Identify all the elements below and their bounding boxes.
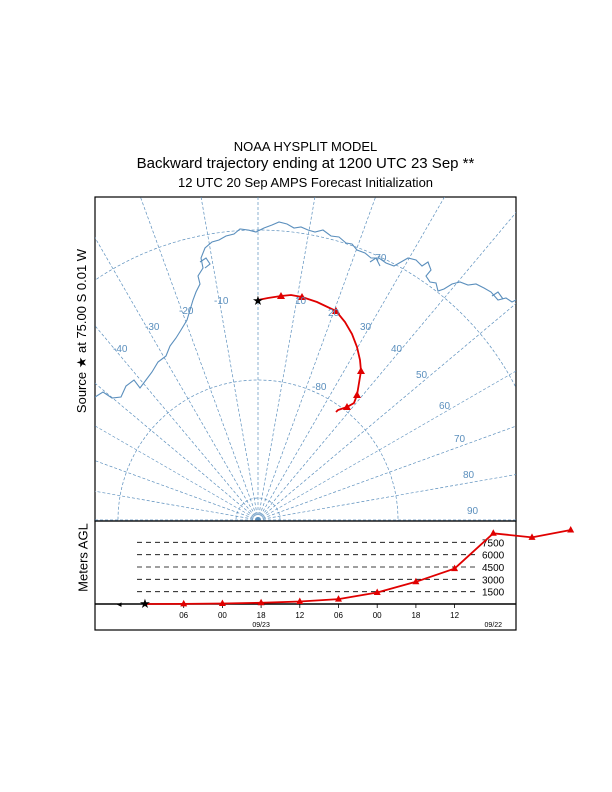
lon-label: 90 <box>467 506 479 517</box>
height-point <box>528 533 536 540</box>
x-date-label: 09/23 <box>252 622 270 629</box>
lat-label: -80 <box>312 382 327 393</box>
y-tick-label: 1500 <box>482 588 505 599</box>
meridian-line <box>257 197 316 521</box>
height-series-markers <box>180 526 575 607</box>
time-arrow-icon: ◂ <box>117 599 122 609</box>
height-point <box>180 599 188 607</box>
lon-label: 30 <box>360 322 372 333</box>
trajectory-markers <box>277 292 365 410</box>
coastline <box>95 221 516 399</box>
meridian-line <box>95 490 259 521</box>
height-point <box>489 529 497 536</box>
lat-lon-grid <box>95 197 516 521</box>
meridian-line <box>140 197 259 521</box>
meridian-line <box>257 197 445 521</box>
lon-label: 50 <box>416 370 428 381</box>
chart-subtitle: 12 UTC 20 Sep AMPS Forecast Initializati… <box>177 175 434 190</box>
time-axis: 06 00 18 12 06 00 18 12 09/23 09/22 ◂ <box>117 599 502 629</box>
height-start-star-icon: ★ <box>139 596 151 611</box>
height-point <box>567 526 575 533</box>
x-tick-label: 18 <box>411 611 420 620</box>
meridian-line <box>200 197 259 521</box>
meridian-line <box>257 197 376 521</box>
meridian-line <box>257 425 516 521</box>
x-tick-label: 12 <box>450 611 459 620</box>
meridian-line <box>257 303 516 521</box>
height-point <box>218 599 226 607</box>
meridian-line <box>95 460 259 521</box>
coastline-inlet <box>199 257 504 300</box>
lon-label: -40 <box>113 344 128 355</box>
lon-label: -10 <box>214 296 229 307</box>
meridian-line <box>95 325 259 521</box>
map-layer: ★ <box>95 197 516 521</box>
lat-label: -70 <box>372 253 387 264</box>
y-tick-label: 7500 <box>482 538 505 549</box>
y-tick-label: 4500 <box>482 563 505 574</box>
height-point <box>335 595 342 602</box>
meridian-line <box>257 474 516 521</box>
height-point <box>373 588 381 595</box>
height-series-line <box>144 529 571 605</box>
y-tick-label: 3000 <box>482 575 505 586</box>
lon-label: 60 <box>439 401 451 412</box>
height-point <box>451 564 459 572</box>
meridian-line <box>95 425 259 521</box>
trajectory-path <box>257 294 362 413</box>
height-point <box>412 577 420 585</box>
x-tick-label: 00 <box>373 611 382 620</box>
x-tick-label: 06 <box>334 611 343 620</box>
height-point <box>296 597 304 605</box>
height-point <box>257 598 265 606</box>
lon-label: 80 <box>463 470 475 481</box>
meridian-line <box>95 382 259 521</box>
latitude-circle <box>95 229 516 389</box>
lon-label: -30 <box>145 322 160 333</box>
x-tick-label: 00 <box>218 611 227 620</box>
meridian-line <box>95 236 259 521</box>
lon-label: 20 <box>328 308 340 319</box>
lon-label: 10 <box>295 296 307 307</box>
lon-label: 70 <box>454 434 466 445</box>
start-star-icon: ★ <box>252 293 264 308</box>
x-tick-label: 12 <box>295 611 304 620</box>
model-name: NOAA HYSPLIT MODEL <box>233 139 378 154</box>
meridian-line <box>257 211 516 521</box>
grid-labels: -10 -20 -30 -40 10 20 30 40 50 60 70 80 … <box>113 253 479 517</box>
x-tick-label: 18 <box>257 611 266 620</box>
lon-label: -20 <box>179 306 194 317</box>
lon-label: 40 <box>391 344 403 355</box>
meridian-line <box>257 370 516 521</box>
y-tick-label: 6000 <box>482 551 505 562</box>
x-date-label: 09/22 <box>485 622 503 629</box>
x-tick-label: 06 <box>179 611 188 620</box>
height-panel-frame <box>94 520 517 631</box>
chart-title: Backward trajectory ending at 1200 UTC 2… <box>136 155 475 172</box>
